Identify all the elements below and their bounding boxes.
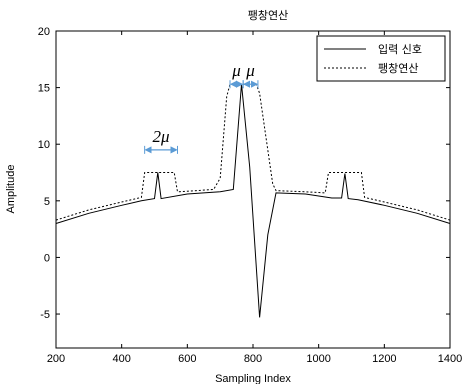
chart-title: 팽창연산 (248, 9, 288, 22)
x-tick-label: 400 (112, 353, 130, 365)
x-tick-label: 200 (47, 353, 65, 365)
annotation-layer: 2μ μ μ (144, 61, 259, 154)
legend-label-dilation: 팽창연산 (378, 62, 418, 75)
x-tick-label: 800 (244, 353, 262, 365)
x-axis-title: Sampling Index (215, 373, 291, 384)
annotation-label: μ (245, 61, 255, 80)
legend: 입력 신호 팽창연산 (316, 35, 446, 82)
series-layer (55, 83, 451, 318)
x-tick-label: 1000 (306, 353, 330, 365)
x-tick-label: 1200 (372, 353, 396, 365)
y-tick-label: 20 (38, 26, 50, 38)
x-tick-label: 600 (178, 353, 196, 365)
y-axis-title: Amplitude (5, 165, 17, 214)
series-line-dilation (55, 83, 451, 221)
annotation-label: 2μ (153, 127, 170, 146)
y-tick-label: 0 (44, 252, 50, 264)
annotation-label: μ (231, 61, 241, 80)
x-tick-label: 1400 (438, 353, 462, 365)
legend-box (316, 35, 446, 82)
y-tick-label: 10 (38, 139, 50, 151)
legend-label-input-signal: 입력 신호 (378, 43, 422, 56)
y-tick-label: -5 (40, 309, 50, 321)
axis-ticks: 200 400 600 800 1000 1200 1400 -5 0 5 10 15 20 (38, 26, 462, 365)
y-tick-label: 15 (38, 83, 50, 95)
y-tick-label: 5 (44, 196, 50, 208)
series-line-input-signal (55, 84, 451, 318)
